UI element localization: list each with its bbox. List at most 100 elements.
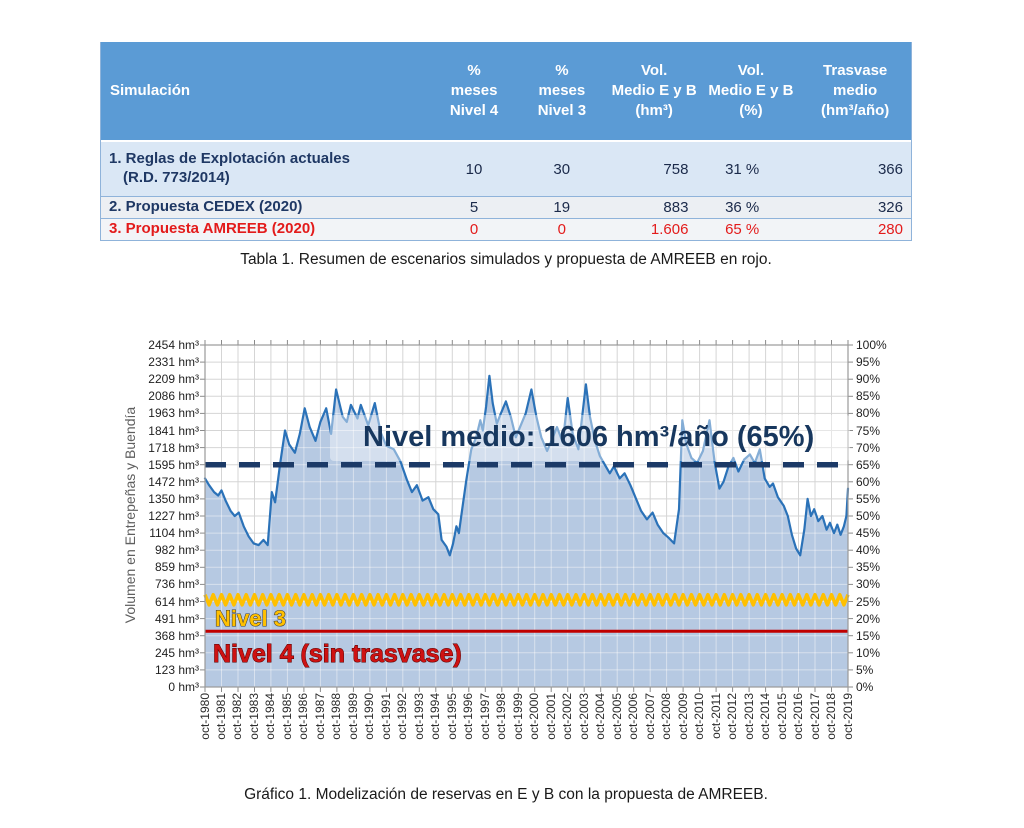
simulation-summary-table: Simulación % meses Nivel 4 % meses Nivel… <box>100 42 912 241</box>
table-header-row: Simulación % meses Nivel 4 % meses Nivel… <box>101 42 911 142</box>
y-axis-label-left: 491 hm³ <box>154 611 199 626</box>
y-axis-label-left: 859 hm³ <box>154 560 199 575</box>
x-axis-label: oct-2009 <box>675 693 690 740</box>
x-axis-label: oct-1989 <box>345 693 360 740</box>
table-cell: 883 <box>663 199 689 216</box>
annotation-highlight <box>330 415 850 461</box>
table-cell: 758 <box>663 160 689 178</box>
x-axis-label: oct-2011 <box>708 693 723 739</box>
y-axis-label-left: 2209 hm³ <box>148 372 199 387</box>
x-axis-label: oct-1992 <box>395 693 410 740</box>
table-cell: 31 % <box>725 160 760 178</box>
x-axis-label: oct-2001 <box>543 693 558 740</box>
row-label: 1. Reglas de Explotación actuales (R.D. 7… <box>109 150 350 186</box>
table-cell: 5 <box>469 199 479 216</box>
x-axis-label: oct-2013 <box>741 693 756 740</box>
x-axis-label: oct-1996 <box>461 693 476 740</box>
y-axis-label-left: 1718 hm³ <box>148 440 199 455</box>
y-axis-label-left: 614 hm³ <box>154 594 199 609</box>
x-axis-label: oct-1983 <box>246 693 261 740</box>
y-axis-label-left: 1104 hm³ <box>149 526 199 541</box>
nivel3-annotation: Nivel 3 <box>215 606 286 631</box>
x-axis-label: oct-1997 <box>477 693 492 740</box>
table-header-trasvase-medio: Trasvase medio (hm³/año) <box>820 62 890 119</box>
y-axis-label-left: 1595 hm³ <box>148 457 199 472</box>
x-axis-label: oct-1982 <box>230 693 245 740</box>
y-axis-label-left: 123 hm³ <box>154 662 199 677</box>
y-axis-label-right: 50% <box>856 509 881 523</box>
table-row: 2. Propuesta CEDEX (2020) 5 19 883 36 % 326 <box>101 196 911 218</box>
y-axis-label-right: 0% <box>856 680 874 694</box>
chart-caption: Gráfico 1. Modelización de reservas en E… <box>244 786 768 803</box>
x-axis-label: oct-2004 <box>593 693 608 740</box>
y-axis-label-right: 20% <box>856 611 881 626</box>
table-cell: 326 <box>877 199 903 216</box>
y-axis-label-right: 25% <box>856 594 881 609</box>
volume-line <box>203 374 850 557</box>
x-axis-label: oct-2012 <box>725 693 740 740</box>
x-axis-label: oct-1990 <box>362 693 377 740</box>
nivel4-annotation: Nivel 4 (sin trasvase) <box>213 640 462 668</box>
y-axis-label-right: 30% <box>856 577 881 592</box>
x-axis-label: oct-2015 <box>774 693 789 740</box>
y-axis-label-right: 100% <box>856 338 887 352</box>
table-row: 3. Propuesta AMREEB (2020) 0 0 1.606 65 % 280 <box>101 218 911 240</box>
table-header-meses-nivel3: % meses Nivel 3 <box>537 62 587 119</box>
x-axis-label: oct-1981 <box>213 693 228 740</box>
table-header-simulacion: Simulación <box>110 82 191 100</box>
x-axis-label: oct-2007 <box>642 693 657 740</box>
table-cell: 65 % <box>725 221 760 238</box>
table-row: 1. Reglas de Explotación actuales (R.D. 7… <box>101 142 911 196</box>
y-axis-label-left: 1227 hm³ <box>148 509 199 523</box>
nivel-medio-annotation: Nivel medio: 1606 hm³/año (65%) <box>363 421 814 453</box>
nivel3-line <box>203 592 850 607</box>
y-axis-label-left: 0 hm³ <box>168 680 199 694</box>
x-axis-label: oct-1987 <box>312 693 327 740</box>
y-axis-label-right: 45% <box>856 526 881 541</box>
y-axis-label-right: 60% <box>856 474 881 489</box>
y-axis-label-right: 75% <box>856 423 881 438</box>
table-body: 1. Reglas de Explotación actuales (R.D. 7… <box>101 142 911 240</box>
table-cell: 1.606 <box>650 221 689 238</box>
row-label: 2. Propuesta CEDEX (2020) <box>109 198 303 216</box>
x-axis-label: oct-1988 <box>329 693 344 740</box>
chart-graphics <box>200 340 853 692</box>
y-axis-label-left: 2086 hm³ <box>148 389 199 404</box>
y-axis-label-right: 35% <box>856 560 881 575</box>
reservoir-volume-chart: Nivel medio: 1606 hm³/año (65%) Nivel 3 … <box>200 340 853 692</box>
y-axis-label-left: 1841 hm³ <box>148 423 199 438</box>
y-axis-label-left: 368 hm³ <box>154 628 199 643</box>
row-label: 3. Propuesta AMREEB (2020) <box>109 220 316 238</box>
x-axis-label: oct-2014 <box>758 693 773 740</box>
y-axis-label-left: 982 hm³ <box>154 543 199 558</box>
y-axis-label-right: 40% <box>856 543 881 558</box>
table-header-vol-medio-hm3: Vol. Medio E y B (hm³) <box>611 62 697 119</box>
plot-border <box>204 344 849 688</box>
table-header-meses-nivel4: % meses Nivel 4 <box>449 62 499 119</box>
table-cell: 36 % <box>725 199 760 216</box>
y-axis-label-right: 95% <box>856 355 881 370</box>
table-cell: 10 <box>465 160 483 178</box>
x-axis-label: oct-2003 <box>576 693 591 740</box>
y-axis-label-right: 80% <box>856 406 881 421</box>
x-axis-label: oct-1995 <box>444 693 459 740</box>
table-header-vol-medio-pct: Vol. Medio E y B (%) <box>708 62 794 119</box>
x-axis-label: oct-1999 <box>510 693 525 740</box>
y-axis-label-right: 85% <box>856 389 881 404</box>
volume-area <box>205 375 848 687</box>
x-axis-label: oct-1998 <box>494 693 509 740</box>
x-axis-label: oct-1993 <box>411 693 426 740</box>
y-axis-label-right: 55% <box>856 491 881 506</box>
y-axis-label-left: 2454 hm³ <box>148 338 199 352</box>
table-caption: Tabla 1. Resumen de escenarios simulados… <box>240 251 772 268</box>
x-axis-label: oct-1991 <box>378 693 393 740</box>
y-axis-label-left: 2331 hm³ <box>148 355 199 370</box>
y-axis-label-right: 65% <box>856 457 881 472</box>
table-cell: 366 <box>877 160 903 178</box>
tick-marks <box>200 340 853 692</box>
y-axis-label-right: 70% <box>856 440 881 455</box>
x-axis-label: oct-1984 <box>263 693 278 740</box>
table-cell: 30 <box>553 160 571 178</box>
x-axis-label: oct-2010 <box>692 693 707 740</box>
table-cell: 19 <box>553 199 571 216</box>
